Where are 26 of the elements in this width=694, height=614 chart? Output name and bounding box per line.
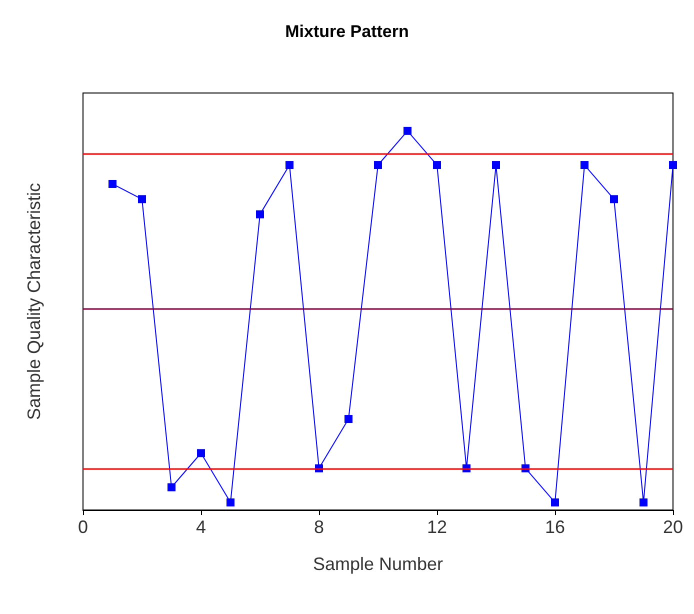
x-tick-label: 8 (314, 517, 324, 537)
point (639, 498, 648, 506)
point (610, 195, 618, 204)
x-axis-title: Sample Number (312, 554, 444, 574)
point (403, 126, 412, 135)
point (285, 161, 294, 170)
y-axis-title: Sample Quality Characteristic (24, 182, 44, 420)
x-tick-label: 16 (544, 517, 566, 537)
x-tick-label: 0 (78, 517, 88, 537)
x-tick-label: 4 (196, 517, 206, 537)
point (344, 415, 352, 424)
point (492, 161, 500, 170)
point (197, 449, 205, 458)
point (226, 498, 234, 506)
x-tick-label: 20 (662, 517, 684, 537)
point (550, 498, 559, 506)
point (668, 161, 677, 170)
point (108, 180, 116, 188)
point (580, 161, 588, 170)
point (138, 195, 146, 204)
point (374, 161, 382, 170)
point (256, 210, 264, 218)
x-tick-label: 12 (426, 517, 448, 537)
point (432, 161, 441, 170)
point (168, 483, 176, 492)
chart-title: Mixture Pattern (285, 22, 409, 41)
